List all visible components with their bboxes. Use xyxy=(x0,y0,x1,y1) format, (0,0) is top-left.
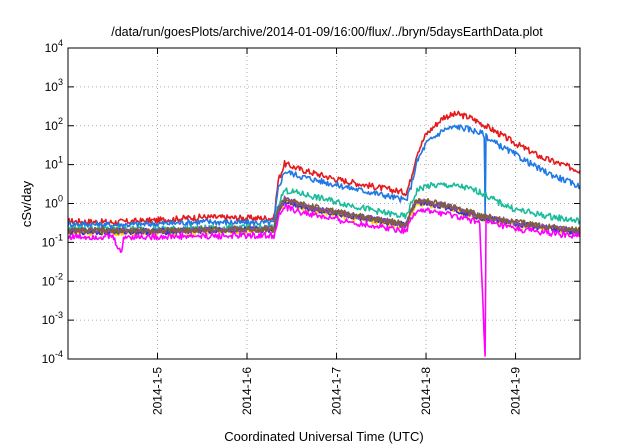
y-tick-label: 101 xyxy=(45,155,63,172)
grid xyxy=(68,48,580,359)
y-tick-label: 10-4 xyxy=(42,349,63,366)
y-tick-label: 10-1 xyxy=(42,232,63,249)
series-layer xyxy=(67,110,581,357)
x-tick-label: 2014-1-7 xyxy=(330,367,344,415)
x-tick-label: 2014-1-9 xyxy=(509,367,523,415)
y-axis-label: cSv/day xyxy=(19,180,34,227)
x-axis: 2014-1-5 2014-1-6 2014-1-7 2014-1-8 2014-1-9 xyxy=(151,48,523,415)
series-line xyxy=(67,124,581,229)
y-tick-label: 100 xyxy=(45,194,63,211)
x-tick-label: 2014-1-8 xyxy=(419,367,433,415)
x-tick-label: 2014-1-5 xyxy=(151,367,165,415)
y-axis: 10-4 10-3 10-2 10-1 100 101 102 103 104 xyxy=(42,38,580,366)
y-tick-label: 103 xyxy=(45,77,63,94)
series-line xyxy=(67,110,581,226)
x-axis-label: Coordinated Universal Time (UTC) xyxy=(224,429,423,444)
y-tick-label: 10-2 xyxy=(42,271,63,288)
series-line xyxy=(67,203,581,357)
y-tick-label: 104 xyxy=(45,38,63,55)
x-tick-label: 2014-1-6 xyxy=(240,367,254,415)
y-tick-label: 10-3 xyxy=(42,310,63,327)
y-tick-label: 102 xyxy=(45,116,63,133)
chart-title: /data/run/goesPlots/archive/2014-01-09/1… xyxy=(111,25,543,39)
series-line xyxy=(67,197,581,235)
